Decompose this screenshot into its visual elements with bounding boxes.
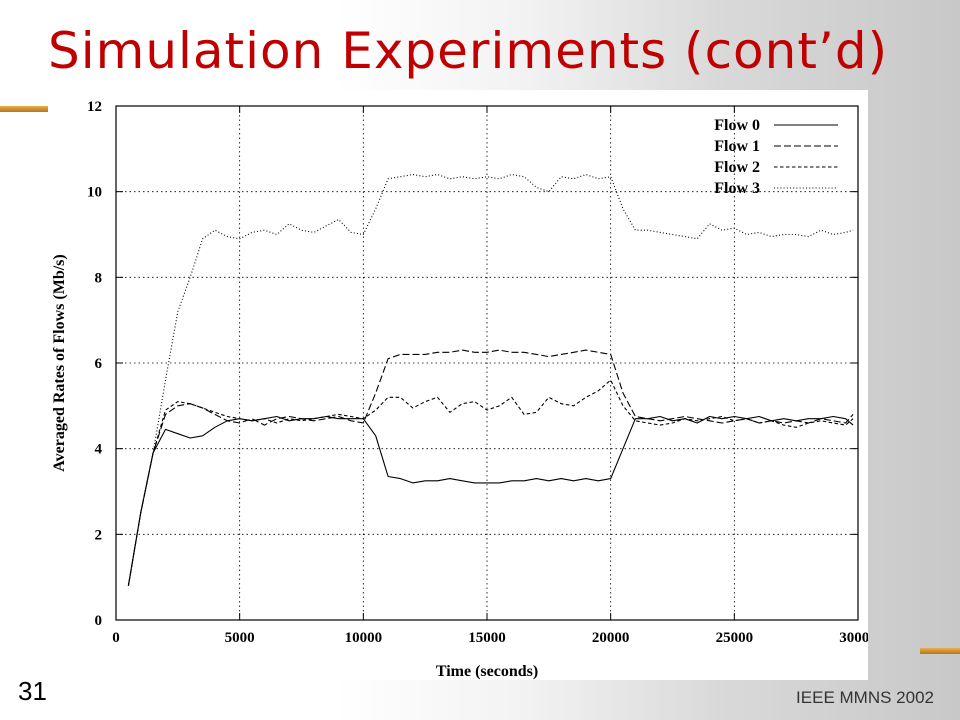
y-tick-label: 8 [95,270,103,286]
x-tick-label: 0 [112,630,120,646]
legend-label: Flow 2 [714,159,760,176]
series-line-flow-1 [127,349,854,586]
y-tick-label: 0 [95,613,103,629]
grid-layer [116,106,858,620]
y-tick-label: 12 [87,99,102,115]
y-tick-label: 4 [95,442,103,458]
series-line-flow-3 [127,173,854,586]
series-layer [127,173,854,586]
accent-bar-right [920,648,960,654]
series-line-flow-0 [127,415,854,586]
x-tick-label: 25000 [716,630,754,646]
x-tick-label: 20000 [592,630,630,646]
x-axis-title: Time (seconds) [436,663,538,680]
x-tick-label: 15000 [468,630,506,646]
y-tick-label: 10 [87,185,102,201]
slide-number: 31 [18,676,47,706]
series-line-flow-2 [127,379,854,586]
legend: Flow 0 Flow 1 Flow 2 Flow 3 [714,117,838,197]
slide-title: Simulation Experiments (cont’d) [48,22,889,80]
y-tick-label: 2 [95,527,103,543]
x-tick-label: 5000 [225,630,255,646]
footer-text: IEEE MMNS 2002 [796,688,934,707]
y-axis-title: Averaged Rates of Flows (Mb/s) [51,254,68,471]
x-tick-label: 10000 [345,630,383,646]
y-tick-label: 6 [95,356,103,372]
legend-label: Flow 3 [714,180,760,197]
legend-label: Flow 1 [714,138,760,155]
accent-bar-left [0,106,48,112]
legend-label: Flow 0 [714,117,760,134]
